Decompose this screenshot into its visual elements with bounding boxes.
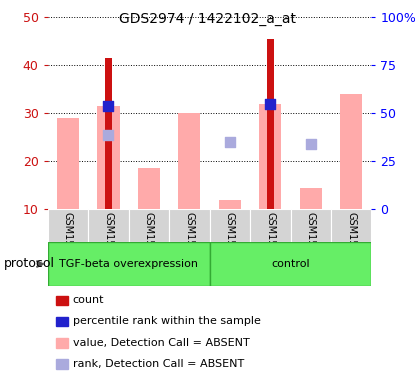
Text: GSM154331: GSM154331 (184, 212, 194, 271)
Bar (259, 104, 281, 209)
Point (227, 139, 233, 145)
Text: GSM154328: GSM154328 (63, 212, 73, 271)
Bar (266, 39, 274, 209)
Bar (331, 209, 371, 242)
Bar (340, 94, 362, 209)
Text: TGF-beta overexpression: TGF-beta overexpression (59, 259, 198, 269)
Bar (290, 209, 331, 242)
Text: GSM154333: GSM154333 (265, 212, 275, 271)
Bar (97, 106, 120, 209)
Bar (210, 242, 371, 286)
Bar (48, 242, 210, 286)
Text: percentile rank within the sample: percentile rank within the sample (73, 316, 261, 326)
Bar (48, 209, 88, 242)
Text: value, Detection Call = ABSENT: value, Detection Call = ABSENT (73, 338, 249, 348)
Text: GDS2974 / 1422102_a_at: GDS2974 / 1422102_a_at (119, 12, 296, 25)
Text: GSM154335: GSM154335 (346, 212, 356, 271)
Text: GSM154332: GSM154332 (225, 212, 235, 271)
Bar (210, 209, 250, 242)
Text: protocol: protocol (4, 258, 55, 270)
Text: control: control (271, 259, 310, 269)
Text: GSM154330: GSM154330 (144, 212, 154, 271)
Bar (105, 58, 112, 209)
Text: count: count (73, 295, 104, 305)
Point (105, 132, 112, 138)
Text: GSM154334: GSM154334 (306, 212, 316, 271)
Bar (57, 118, 79, 209)
Bar (138, 169, 160, 209)
Bar (169, 209, 210, 242)
Bar (129, 209, 169, 242)
Point (267, 101, 273, 107)
Bar (178, 113, 200, 209)
Bar (250, 209, 290, 242)
Bar (300, 188, 322, 209)
Point (308, 141, 314, 147)
Text: rank, Detection Call = ABSENT: rank, Detection Call = ABSENT (73, 359, 244, 369)
Bar (88, 209, 129, 242)
Bar (219, 200, 241, 209)
Point (105, 103, 112, 109)
Text: GSM154329: GSM154329 (103, 212, 113, 271)
